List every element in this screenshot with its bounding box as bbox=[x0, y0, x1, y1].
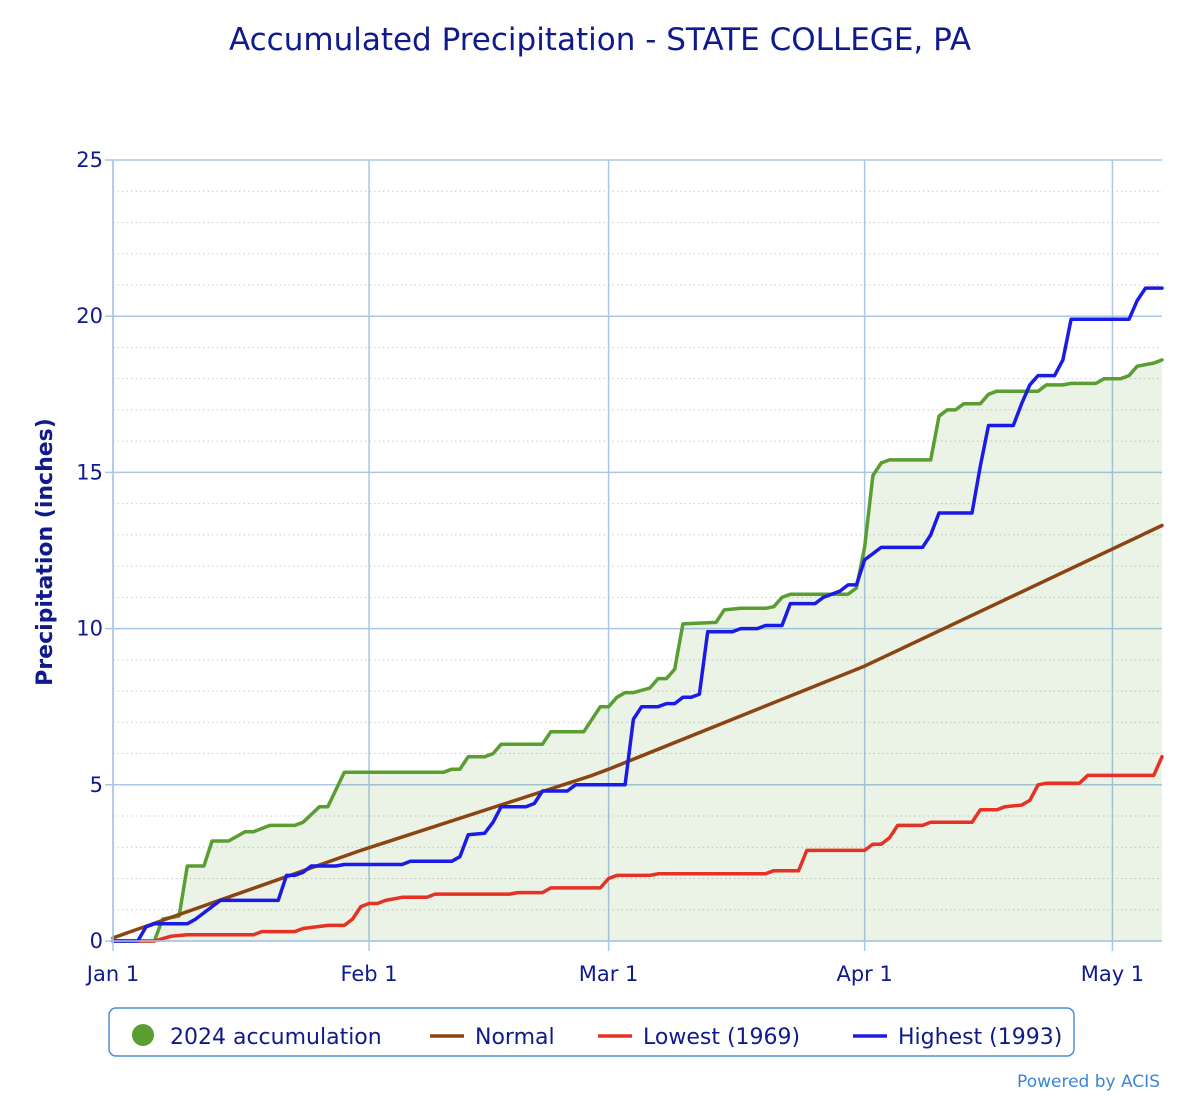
legend-label: Highest (1993) bbox=[898, 1025, 1062, 1050]
y-tick-label: 5 bbox=[90, 773, 103, 797]
area-layer bbox=[113, 359, 1162, 941]
legend-label: 2024 accumulation bbox=[170, 1025, 382, 1050]
series-area-0 bbox=[113, 359, 1162, 941]
y-axis-label: Precipitation (inches) bbox=[33, 418, 58, 686]
y-tick-label: 20 bbox=[76, 304, 103, 328]
line-layer bbox=[111, 286, 1164, 943]
legend: 2024 accumulation Normal Lowest (1969) High… bbox=[132, 1024, 1062, 1050]
y-tick-label: 0 bbox=[90, 929, 103, 953]
series-line-2 bbox=[111, 754, 1164, 943]
y-tick-label: 10 bbox=[76, 617, 103, 641]
chart-title: Accumulated Precipitation - STATE COLLEG… bbox=[228, 22, 972, 58]
legend-label: Lowest (1969) bbox=[643, 1025, 800, 1050]
series-line-0 bbox=[111, 358, 1164, 943]
legend-item-0[interactable]: 2024 accumulation bbox=[132, 1024, 382, 1050]
legend-item-3[interactable]: Highest (1993) bbox=[853, 1025, 1062, 1050]
y-tick-label: 25 bbox=[76, 148, 103, 172]
x-tick-label: Feb 1 bbox=[340, 962, 397, 986]
x-tick-label: May 1 bbox=[1081, 962, 1144, 986]
axis-layer: 0 5 10 15 20 25 Jan 1 Feb 1 Mar 1 Apr 1 May 1 bbox=[76, 148, 1162, 986]
legend-label: Normal bbox=[475, 1025, 555, 1050]
x-tick-label: Jan 1 bbox=[85, 962, 139, 986]
y-tick-label: 15 bbox=[76, 460, 103, 484]
x-tick-label: Apr 1 bbox=[836, 962, 892, 986]
powered-by-credit[interactable]: Powered by ACIS bbox=[1017, 1072, 1160, 1092]
legend-item-1[interactable]: Normal bbox=[430, 1025, 555, 1050]
legend-box bbox=[108, 1007, 1075, 1057]
legend-marker bbox=[132, 1024, 154, 1046]
legend-item-2[interactable]: Lowest (1969) bbox=[598, 1025, 800, 1050]
series-line-3 bbox=[111, 286, 1164, 943]
x-tick-label: Mar 1 bbox=[579, 962, 639, 986]
